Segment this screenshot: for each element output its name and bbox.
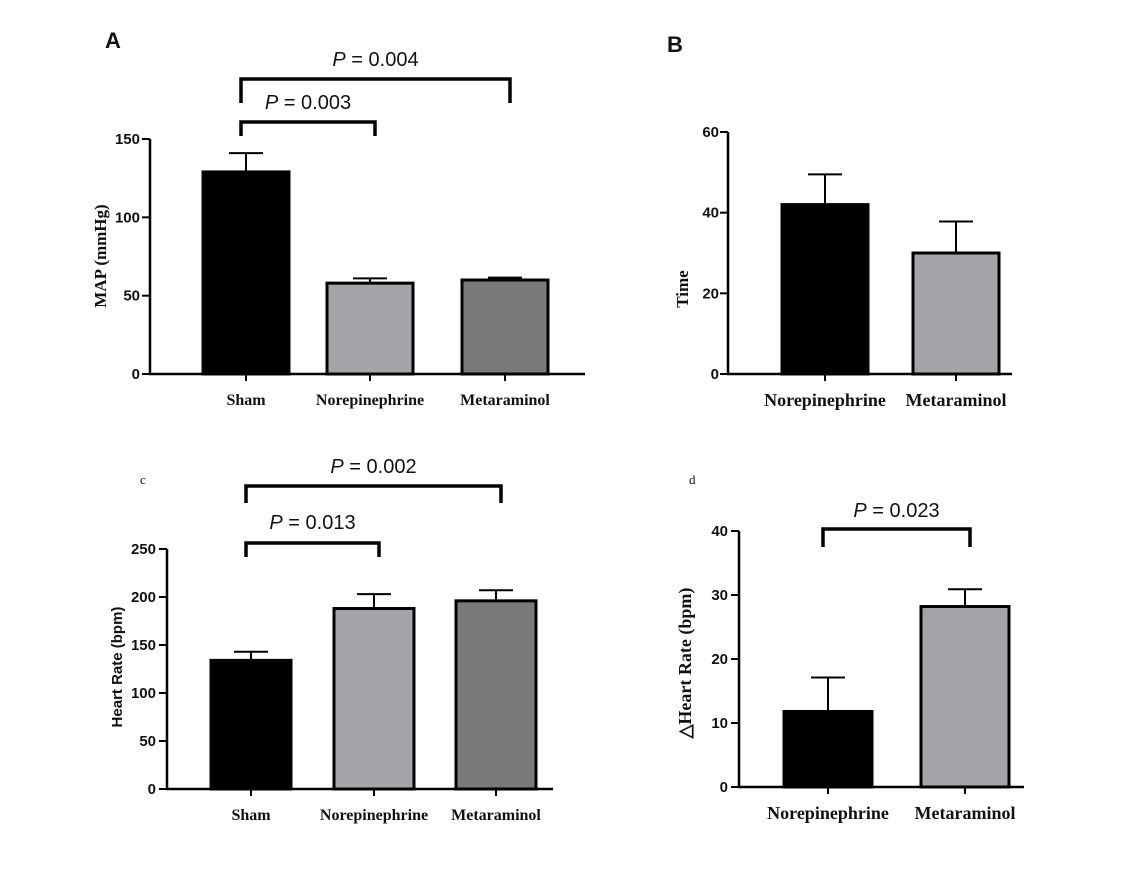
y-tick-label-1: 10 xyxy=(711,715,728,732)
panel-letter: B xyxy=(667,32,683,57)
bracket-line xyxy=(239,77,512,103)
y-tick-label-2: 100 xyxy=(115,209,140,226)
p-value: = 0.003 xyxy=(278,92,351,114)
panel-c: c Sham Norepinephrine Metaraminol 0 50 100 150 2… xyxy=(109,456,553,824)
p-value-label: P = 0.002 xyxy=(330,456,416,478)
error-bar-1 xyxy=(353,277,387,284)
y-axis-label: Time xyxy=(673,270,692,308)
p-symbol: P xyxy=(330,456,344,478)
p-value: = 0.023 xyxy=(867,500,940,522)
bracket-line xyxy=(821,527,972,547)
bar-0 xyxy=(782,709,874,789)
bar-2 xyxy=(460,278,550,376)
bar-0 xyxy=(780,203,870,376)
bar-2 xyxy=(454,599,538,791)
y-tick-label-3: 150 xyxy=(115,131,140,148)
error-bar-0 xyxy=(808,173,842,205)
category-label-2: Metaraminol xyxy=(460,392,550,409)
y-tick-label-4: 200 xyxy=(131,589,156,606)
p-value-label: P = 0.013 xyxy=(269,512,355,534)
p-symbol: P xyxy=(265,92,279,114)
y-tick-label-4: 40 xyxy=(711,523,728,540)
bar-1 xyxy=(332,607,416,791)
y-axis-label: △Heart Rate (bpm) xyxy=(675,588,696,740)
panel-A: A Sham Norepinephrine Metaraminol 0 50 100 150 M… xyxy=(91,28,585,409)
bar-1 xyxy=(919,605,1011,789)
error-bar-0 xyxy=(234,650,268,661)
y-tick-label-0: 0 xyxy=(132,366,140,383)
significance-bracket-1: P = 0.002 xyxy=(244,456,503,503)
significance-bracket-0: P = 0.023 xyxy=(821,500,972,547)
y-tick-label-2: 40 xyxy=(702,205,719,222)
category-label-0: Sham xyxy=(226,392,266,409)
category-label-1: Metaraminol xyxy=(915,803,1016,823)
p-value-label: P = 0.003 xyxy=(265,92,351,114)
y-tick-label-3: 60 xyxy=(702,124,719,141)
p-value: = 0.013 xyxy=(283,512,356,534)
significance-bracket-0: P = 0.003 xyxy=(239,92,377,136)
y-axis-label: MAP (mmHg) xyxy=(91,204,110,307)
p-value-label: P = 0.023 xyxy=(853,500,939,522)
category-label-1: Norepinephrine xyxy=(316,392,424,409)
y-axis-label: Heart Rate (bpm) xyxy=(109,607,126,728)
bar-0 xyxy=(201,170,291,376)
panel-letter: A xyxy=(105,28,121,53)
y-tick-label-1: 50 xyxy=(123,288,140,305)
bracket-line xyxy=(239,120,377,136)
category-label-1: Metaraminol xyxy=(906,390,1007,410)
bracket-line xyxy=(244,484,503,503)
p-value: = 0.002 xyxy=(344,456,417,478)
p-symbol: P xyxy=(269,512,283,534)
error-bar-2 xyxy=(479,589,513,601)
y-tick-label-2: 20 xyxy=(711,651,728,668)
category-label-2: Metaraminol xyxy=(451,807,541,824)
error-bar-1 xyxy=(357,593,391,609)
bar-0 xyxy=(209,658,293,791)
y-tick-label-1: 50 xyxy=(139,733,156,750)
y-tick-label-3: 150 xyxy=(131,637,156,654)
y-tick-label-5: 250 xyxy=(131,541,156,558)
p-symbol: P xyxy=(853,500,867,522)
y-tick-label-0: 0 xyxy=(720,779,728,796)
error-bar-0 xyxy=(811,676,845,712)
y-tick-label-0: 0 xyxy=(148,781,156,798)
panel-B: B Norepinephrine Metaraminol 0 20 40 60 Time xyxy=(667,32,1012,410)
y-tick-label-0: 0 xyxy=(711,366,719,383)
category-label-0: Sham xyxy=(231,807,271,824)
significance-bracket-0: P = 0.013 xyxy=(244,512,381,557)
bar-1 xyxy=(911,251,1001,376)
panel-letter: d xyxy=(689,472,696,487)
significance-bracket-1: P = 0.004 xyxy=(239,49,512,103)
bracket-line xyxy=(244,541,381,557)
bar-1 xyxy=(325,281,415,376)
p-symbol: P xyxy=(332,49,346,71)
category-label-0: Norepinephrine xyxy=(767,803,889,823)
p-value-label: P = 0.004 xyxy=(332,49,418,71)
error-bar-0 xyxy=(229,152,263,172)
panel-d: d Norepinephrine Metaraminol 0 10 20 30 40 △Hear… xyxy=(675,472,1024,823)
error-bar-1 xyxy=(939,220,973,253)
panel-letter: c xyxy=(140,472,146,487)
y-tick-label-3: 30 xyxy=(711,587,728,604)
y-tick-label-2: 100 xyxy=(131,685,156,702)
error-bar-2 xyxy=(488,276,522,280)
error-bar-1 xyxy=(948,588,982,607)
category-label-0: Norepinephrine xyxy=(764,390,886,410)
y-tick-label-1: 20 xyxy=(702,285,719,302)
p-value: = 0.004 xyxy=(346,49,419,71)
category-label-1: Norepinephrine xyxy=(320,807,428,824)
